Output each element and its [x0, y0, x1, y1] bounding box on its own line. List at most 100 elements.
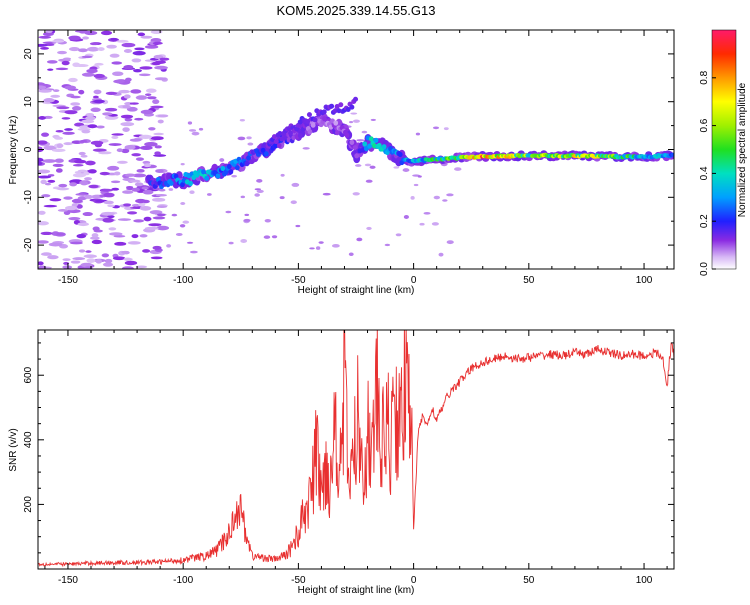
noise-blob: [240, 238, 248, 243]
noise-blob: [101, 253, 110, 258]
noise-blob: [100, 30, 113, 36]
noise-blob: [58, 183, 68, 188]
noise-blob: [140, 35, 153, 39]
noise-blob: [38, 116, 46, 120]
noise-blob: [191, 131, 200, 136]
noise-blob: [55, 67, 69, 71]
noise-blob: [83, 254, 97, 259]
x-tick-label: -50: [291, 575, 306, 586]
noise-blob: [86, 258, 96, 263]
ridge-core: [310, 122, 316, 128]
noise-blob: [402, 168, 410, 172]
noise-blob: [77, 48, 88, 53]
noise-blob: [86, 68, 98, 74]
noise-blob: [81, 119, 95, 124]
noise-blob: [415, 132, 421, 136]
noise-blob: [53, 89, 60, 93]
y-tick-label: -20: [23, 237, 34, 252]
colorbar: [711, 29, 737, 270]
ridge-core: [307, 129, 313, 135]
noise-blob: [150, 30, 163, 35]
noise-blob: [244, 213, 250, 217]
noise-blob: [118, 89, 131, 94]
x-tick-label: -150: [58, 275, 78, 286]
noise-blob: [352, 192, 360, 196]
noise-blob: [109, 53, 120, 58]
bottom-plot-frame: [37, 329, 675, 570]
noise-blob: [121, 42, 136, 48]
noise-blob: [123, 94, 131, 99]
noise-blob: [352, 119, 360, 123]
noise-blob: [54, 158, 64, 163]
noise-blob: [46, 60, 58, 64]
noise-blob: [198, 127, 204, 131]
noise-blob: [135, 265, 148, 269]
y-tick-label: 600: [23, 366, 34, 383]
noise-blob: [356, 139, 365, 142]
noise-blob: [124, 145, 136, 150]
noise-blob: [104, 107, 118, 112]
x-tick-label: 0: [411, 275, 417, 286]
noise-blob: [384, 243, 391, 247]
y-tick-label: 400: [23, 431, 34, 448]
y-tick-label: -10: [23, 190, 34, 205]
noise-blob: [125, 77, 132, 82]
noise-blob: [142, 249, 151, 253]
noise-blob: [432, 126, 440, 130]
noise-blob: [188, 129, 197, 132]
noise-blob: [256, 189, 264, 193]
noise-blob: [85, 115, 96, 121]
noise-blob: [38, 240, 49, 244]
noise-blob: [433, 195, 441, 200]
ridge-core: [354, 153, 360, 159]
noise-blob: [79, 139, 88, 143]
noise-blob: [114, 171, 121, 176]
noise-blob: [88, 169, 97, 174]
ridge-core: [188, 180, 193, 187]
noise-blob: [43, 145, 57, 151]
noise-blob: [186, 241, 194, 244]
noise-blob: [370, 118, 376, 121]
noise-blob: [103, 200, 114, 205]
noise-blob: [189, 190, 195, 195]
ridge-core: [244, 161, 250, 167]
noise-blob: [143, 163, 152, 168]
noise-blob: [318, 241, 324, 244]
noise-blob: [139, 234, 148, 238]
noise-blob: [264, 219, 271, 223]
noise-blob: [187, 121, 193, 125]
noise-blob: [133, 219, 145, 223]
noise-blob: [71, 106, 82, 111]
noise-blob: [134, 182, 144, 187]
noise-blob: [85, 160, 96, 166]
noise-blob: [38, 161, 43, 166]
noise-blob: [309, 247, 315, 250]
noise-blob: [175, 232, 183, 236]
noise-blob: [279, 196, 285, 200]
noise-blob: [86, 46, 100, 52]
noise-blob: [80, 181, 89, 186]
noise-blob: [366, 226, 372, 230]
colorbar-tick-label: 0.8: [699, 70, 710, 84]
noise-blob: [64, 128, 73, 131]
noise-blob: [122, 104, 131, 109]
ridge-core: [334, 130, 340, 136]
ridge-core: [180, 182, 185, 188]
noise-blob: [354, 164, 362, 167]
noise-blob: [78, 89, 85, 95]
noise-blob: [72, 257, 86, 261]
ridge-branch: [353, 96, 359, 102]
noise-blob: [150, 105, 164, 109]
noise-blob: [76, 204, 83, 209]
noise-blob: [81, 55, 93, 59]
noise-blob: [403, 215, 409, 219]
ridge-core: [246, 155, 252, 161]
ridge-core: [215, 173, 221, 179]
noise-blob: [144, 226, 159, 230]
noise-blob: [38, 221, 49, 226]
noise-blob: [69, 182, 78, 187]
noise-blob: [219, 158, 225, 162]
x-tick-label: -100: [173, 575, 193, 586]
